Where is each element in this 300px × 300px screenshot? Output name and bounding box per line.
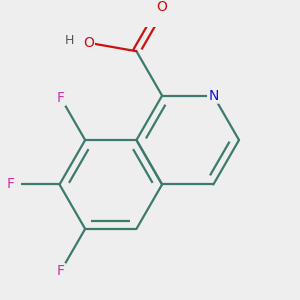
Text: F: F — [7, 178, 15, 191]
Text: H: H — [64, 34, 74, 47]
Text: O: O — [83, 36, 94, 50]
Text: F: F — [57, 91, 65, 105]
Text: O: O — [157, 0, 167, 14]
Text: N: N — [208, 88, 219, 103]
Text: F: F — [57, 264, 65, 278]
